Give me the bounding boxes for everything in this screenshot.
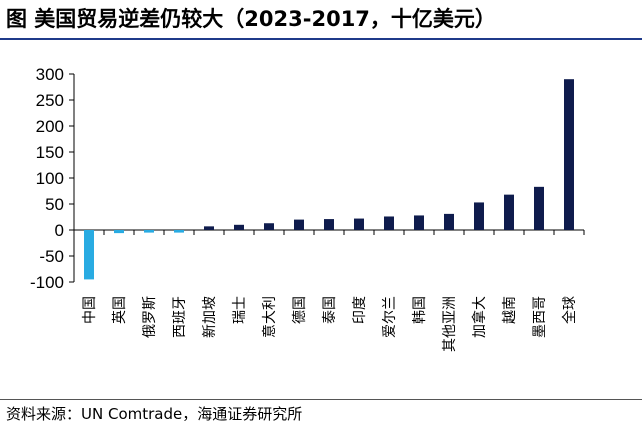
x-category-label: 瑞士: [232, 296, 248, 324]
bar-爱尔兰: [384, 216, 394, 230]
y-axis: -100 -50 0 50 100 150 200 250 300: [30, 65, 585, 292]
bar-德国: [294, 219, 304, 230]
title-divider: [0, 38, 642, 40]
bar-英国: [114, 230, 124, 234]
y-tick-label: 150: [36, 143, 64, 162]
bars: [84, 79, 574, 280]
bar-印度: [354, 218, 364, 230]
y-tick-label: 200: [36, 117, 64, 136]
bar-瑞士: [234, 224, 244, 230]
bar-俄罗斯: [144, 230, 154, 233]
y-tick-label: 100: [36, 169, 64, 188]
y-tick-label: -50: [39, 247, 64, 266]
bar-墨西哥: [534, 186, 544, 230]
x-category-label: 爱尔兰: [382, 296, 398, 338]
x-axis-labels: 中国 英国 俄罗斯 西班牙 新加坡 瑞士 意大利 德国 泰国 印度 爱尔兰 韩国 其他亚洲 加拿大 越南 墨西…: [82, 296, 578, 352]
x-category-label: 墨西哥: [532, 296, 548, 338]
x-category-label: 越南: [502, 296, 518, 324]
x-category-label: 西班牙: [172, 296, 188, 338]
bar-西班牙: [174, 230, 184, 233]
x-category-label: 其他亚洲: [442, 296, 458, 352]
x-category-label: 中国: [82, 296, 98, 324]
y-tick-label: 250: [36, 91, 64, 110]
chart-title: 图 美国贸易逆差仍较大（2023-2017，十亿美元）: [6, 7, 496, 31]
x-category-label: 俄罗斯: [142, 296, 158, 338]
bar-加拿大: [474, 202, 484, 230]
bar-中国: [84, 230, 94, 280]
x-category-label: 印度: [352, 296, 368, 324]
bar-chart: -100 -50 0 50 100 150 200 250 300 中国 英国 俄罗斯 西班牙 新加坡瑞…: [30, 65, 585, 352]
x-category-label: 全球: [561, 296, 578, 324]
footer-divider: [0, 399, 642, 400]
bar-其他亚洲: [444, 213, 454, 230]
x-category-label: 泰国: [322, 296, 338, 324]
x-category-label: 新加坡: [202, 296, 218, 338]
source-note: 资料来源：UN Comtrade，海通证券研究所: [6, 405, 303, 423]
bar-韩国: [414, 215, 424, 230]
bar-越南: [504, 194, 514, 230]
bar-新加坡: [204, 226, 214, 230]
bar-全球: [564, 79, 574, 230]
bar-意大利: [264, 223, 274, 230]
x-category-label: 英国: [111, 296, 128, 324]
y-tick-label: 0: [55, 221, 64, 240]
y-tick-label: 300: [36, 65, 64, 84]
x-category-label: 加拿大: [471, 296, 488, 338]
bar-泰国: [324, 219, 334, 230]
x-category-label: 德国: [292, 296, 308, 324]
y-tick-label: 50: [45, 195, 64, 214]
y-tick-label: -100: [30, 273, 64, 292]
x-category-label: 韩国: [412, 296, 428, 324]
x-category-label: 意大利: [261, 296, 278, 338]
